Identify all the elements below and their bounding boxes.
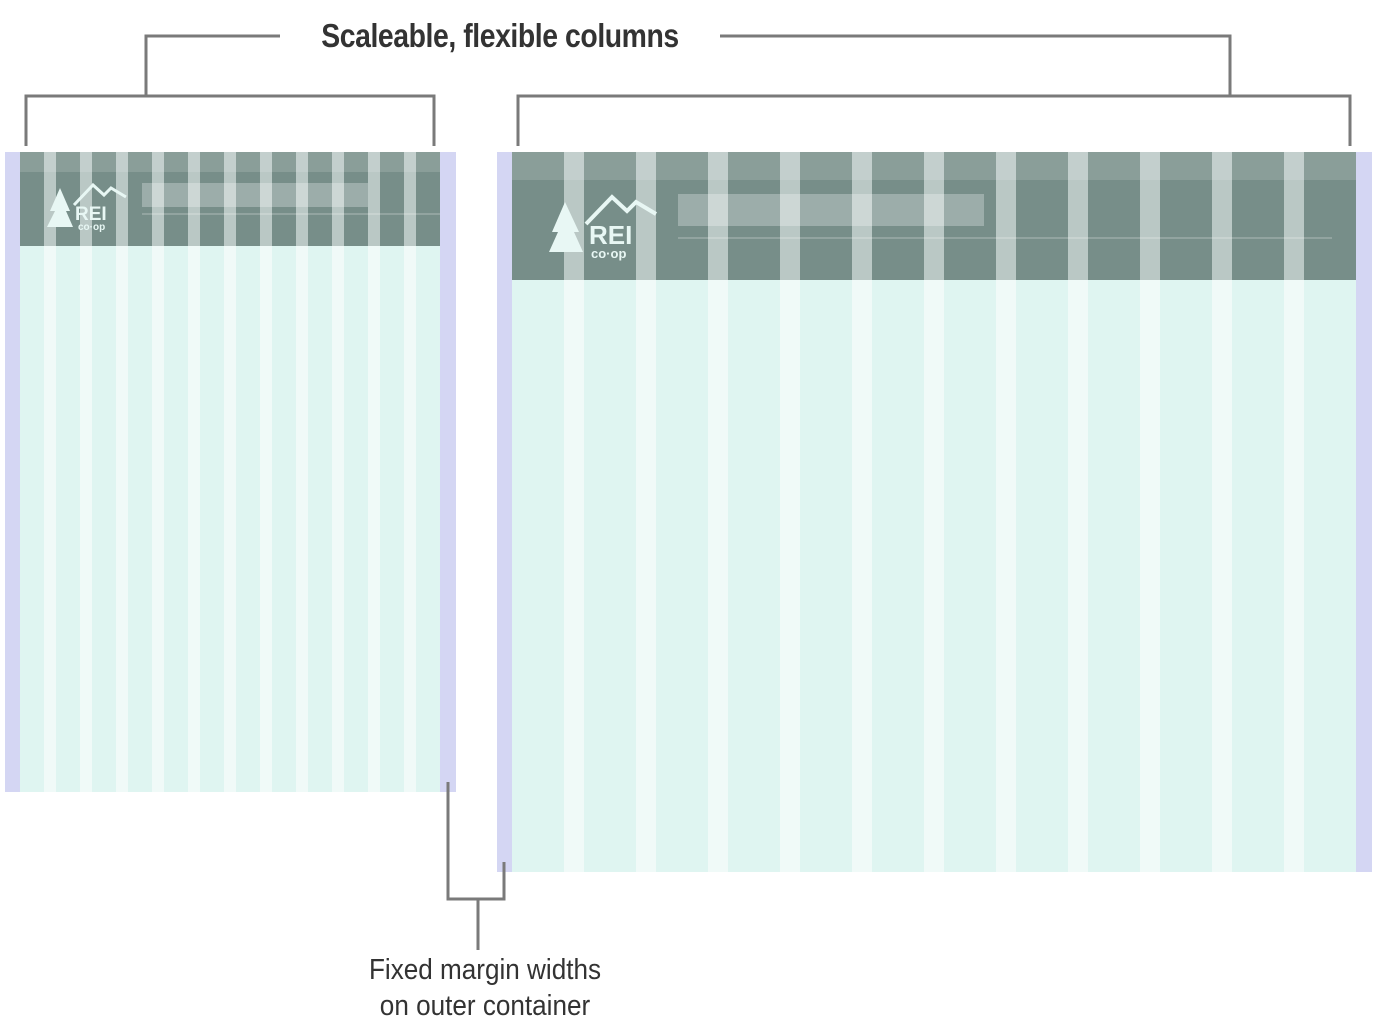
connector-right: [720, 34, 1232, 96]
small-header-top-strip: [20, 152, 440, 172]
small-right-margin: [440, 152, 456, 792]
header-gutter: [80, 152, 92, 246]
column-gutter: [260, 152, 272, 792]
large-right-margin: [1356, 152, 1372, 872]
large-left-margin: [497, 152, 512, 872]
column-gutter: [852, 152, 872, 872]
header-gutter: [996, 152, 1016, 280]
margin-caption: Fixed margin widths on outer container: [346, 952, 625, 1024]
header-gutter: [708, 152, 728, 280]
column-gutter: [224, 152, 236, 792]
column-gutter: [636, 152, 656, 872]
margin-bracket: [446, 782, 506, 950]
large-logo: REI co·op: [549, 194, 658, 261]
diagram-heading: Scaleable, flexible columns: [319, 14, 681, 58]
tree-icon: [549, 202, 583, 252]
margin-bracket-shape: [446, 782, 506, 901]
column-gutter: [1212, 152, 1232, 872]
header-gutter: [368, 152, 380, 246]
mountain-icon: [584, 194, 658, 226]
column-gutter: [116, 152, 128, 792]
header-gutter: [296, 152, 308, 246]
header-gutter: [332, 152, 344, 246]
header-gutter: [1212, 152, 1232, 280]
column-gutter: [924, 152, 944, 872]
small-layout: REI co·op: [5, 152, 456, 792]
header-gutter: [924, 152, 944, 280]
column-gutter: [996, 152, 1016, 872]
caption-line-1: Fixed margin widths: [368, 954, 602, 986]
column-gutter: [332, 152, 344, 792]
header-gutter: [852, 152, 872, 280]
column-gutter: [152, 152, 164, 792]
small-logo: REI co·op: [47, 182, 127, 233]
column-gutter: [780, 152, 800, 872]
header-gutter: [152, 152, 164, 246]
small-column-gutters: [44, 152, 416, 792]
column-gutter: [80, 152, 92, 792]
column-gutter: [708, 152, 728, 872]
logo-sub: co·op: [591, 246, 626, 261]
header-gutter: [260, 152, 272, 246]
large-layout: REI co·op: [497, 152, 1372, 872]
column-gutter: [44, 152, 56, 792]
logo-wordmark: REI: [589, 220, 632, 250]
small-left-margin: [5, 152, 20, 792]
tree-icon: [47, 188, 73, 227]
header-gutter: [224, 152, 236, 246]
column-gutter: [564, 152, 584, 872]
header-gutter: [636, 152, 656, 280]
column-gutter: [404, 152, 416, 792]
header-gutter: [404, 152, 416, 246]
column-gutter: [1140, 152, 1160, 872]
column-gutter: [368, 152, 380, 792]
header-gutter: [1140, 152, 1160, 280]
small-header-gutters: [44, 152, 416, 246]
small-search-bar: [142, 183, 368, 207]
large-header: REI co·op: [512, 152, 1356, 280]
large-column-gutters: [564, 152, 1304, 872]
mountain-icon: [72, 182, 127, 207]
column-gutter: [1068, 152, 1088, 872]
column-gutter: [188, 152, 200, 792]
logo-sub: co·op: [78, 222, 105, 233]
header-gutter: [116, 152, 128, 246]
small-header: REI co·op: [20, 152, 440, 246]
header-gutter: [1068, 152, 1088, 280]
column-gutter: [296, 152, 308, 792]
large-header-top-strip: [512, 152, 1356, 180]
header-gutter: [188, 152, 200, 246]
large-bracket: [516, 94, 1352, 146]
connector-left: [144, 34, 280, 96]
large-search-bar: [678, 194, 984, 226]
caption-line-2: on outer container: [379, 990, 591, 1022]
top-bracket: [24, 34, 1352, 146]
large-header-gutters: [564, 152, 1304, 280]
header-gutter: [780, 152, 800, 280]
small-bracket: [24, 94, 436, 146]
header-gutter: [1284, 152, 1304, 280]
column-gutter: [1284, 152, 1304, 872]
logo-wordmark: REI: [75, 204, 107, 225]
